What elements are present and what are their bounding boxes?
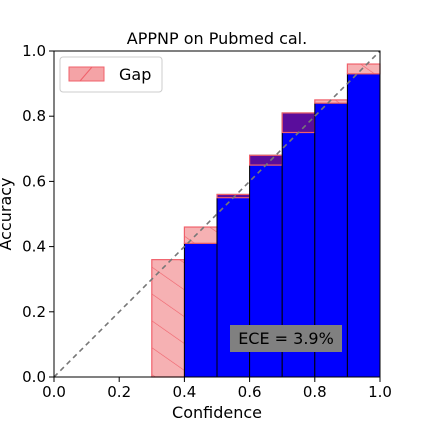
- y-tick-label: 0.8: [22, 107, 46, 125]
- gap-bar: [281, 112, 316, 134]
- ece-box: [230, 325, 342, 352]
- gap-hatch: [314, 99, 348, 104]
- ece-annotation: ECE = 3.9%: [230, 325, 342, 352]
- perfect-calibration-line: [53, 50, 381, 378]
- legend: Gap: [59, 56, 163, 93]
- x-tick-label: 0.6: [238, 383, 262, 401]
- y-tick-label: 0.6: [22, 172, 46, 190]
- ece-text: ECE = 3.9%: [238, 329, 334, 348]
- x-axis-label: Confidence: [172, 403, 262, 422]
- y-axis-label: Accuracy: [0, 177, 15, 250]
- chart-title: APPNP on Pubmed cal.: [127, 29, 307, 48]
- accuracy-bar: [346, 73, 381, 378]
- y-tick-label: 0.0: [22, 368, 46, 386]
- y-axis: 0.0 0.2 0.4 0.6 0.8 1.0: [22, 42, 54, 386]
- gap-hatch: [151, 259, 185, 377]
- bars-layer: [151, 63, 381, 378]
- gap-hatch: [184, 227, 217, 244]
- gap-bar: [249, 154, 283, 166]
- gap-hatch: [347, 64, 380, 74]
- x-tick-label: 1.0: [368, 383, 392, 401]
- legend-label-gap: Gap: [119, 65, 151, 84]
- legend-box: [59, 56, 163, 93]
- accuracy-bar: [183, 242, 218, 378]
- y-tick-label: 0.2: [22, 303, 46, 321]
- y-tick-label: 0.4: [22, 238, 46, 256]
- x-tick-label: 0.0: [42, 383, 66, 401]
- x-tick-label: 0.2: [107, 383, 131, 401]
- plot-frame: [53, 50, 381, 378]
- x-tick-label: 0.4: [172, 383, 196, 401]
- x-tick-label: 0.8: [303, 383, 327, 401]
- y-tick-label: 1.0: [22, 42, 46, 60]
- x-axis: 0.0 0.2 0.4 0.6 0.8 1.0: [42, 377, 392, 401]
- legend-gap-hatch: [79, 66, 93, 82]
